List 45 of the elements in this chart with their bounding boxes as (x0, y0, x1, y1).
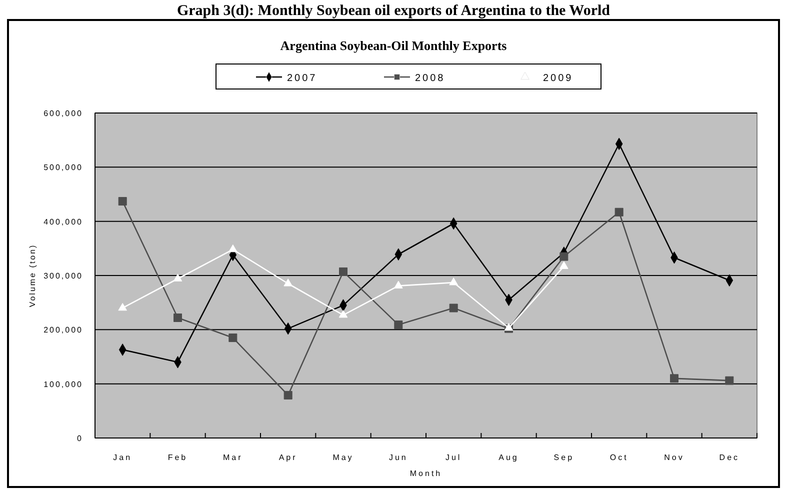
legend-label: 2009 (543, 73, 574, 84)
legend-label: 2008 (415, 73, 446, 84)
point (228, 244, 238, 252)
x-tick-label: Mar (223, 453, 243, 462)
x-tick-label: Sep (554, 453, 574, 462)
y-tick-label: 400,000 (44, 217, 83, 226)
point (284, 278, 292, 286)
y-tick-label: 600,000 (44, 109, 83, 118)
y-axis-title: Volume (ton) (28, 244, 37, 308)
point (449, 277, 458, 286)
point (173, 274, 182, 282)
x-tick-label: Oct (610, 453, 628, 462)
point (614, 208, 624, 216)
point (560, 252, 568, 261)
point (449, 304, 458, 312)
point (284, 390, 292, 400)
y-tick-label: 300,000 (44, 272, 83, 280)
x-tick-label: May (332, 453, 354, 462)
y-tick-label: 100,000 (44, 380, 83, 389)
x-tick-label: Jan (113, 453, 132, 462)
point (339, 267, 348, 276)
x-tick-label: Jun (388, 453, 408, 462)
point (394, 320, 403, 330)
point (174, 314, 182, 322)
point (118, 197, 127, 206)
y-tick-label: 0 (77, 434, 83, 443)
chart-title: Argentina Soybean-Oil Monthly Exports (280, 38, 507, 53)
x-tick-label: Apr (278, 453, 298, 462)
point (670, 374, 678, 383)
x-tick-label: Dec (719, 453, 740, 462)
x-tick-label: Feb (168, 453, 188, 462)
caption: Graph 3(d): Monthly Soybean oil exports of Argentina to the World (176, 3, 611, 19)
y-tick-label: 500,000 (44, 163, 83, 172)
legend-label: 2007 (287, 73, 318, 84)
x-tick-label: Aug (498, 453, 519, 462)
point (725, 376, 734, 385)
y-tick-label: 200,000 (44, 326, 83, 335)
x-tick-label: Nov (664, 453, 684, 462)
point (338, 310, 348, 318)
point (560, 261, 568, 269)
x-axis-title: Month (410, 469, 442, 478)
x-tick-label: Jul (445, 453, 462, 462)
point (228, 334, 238, 342)
point (394, 280, 403, 288)
point (118, 302, 127, 311)
